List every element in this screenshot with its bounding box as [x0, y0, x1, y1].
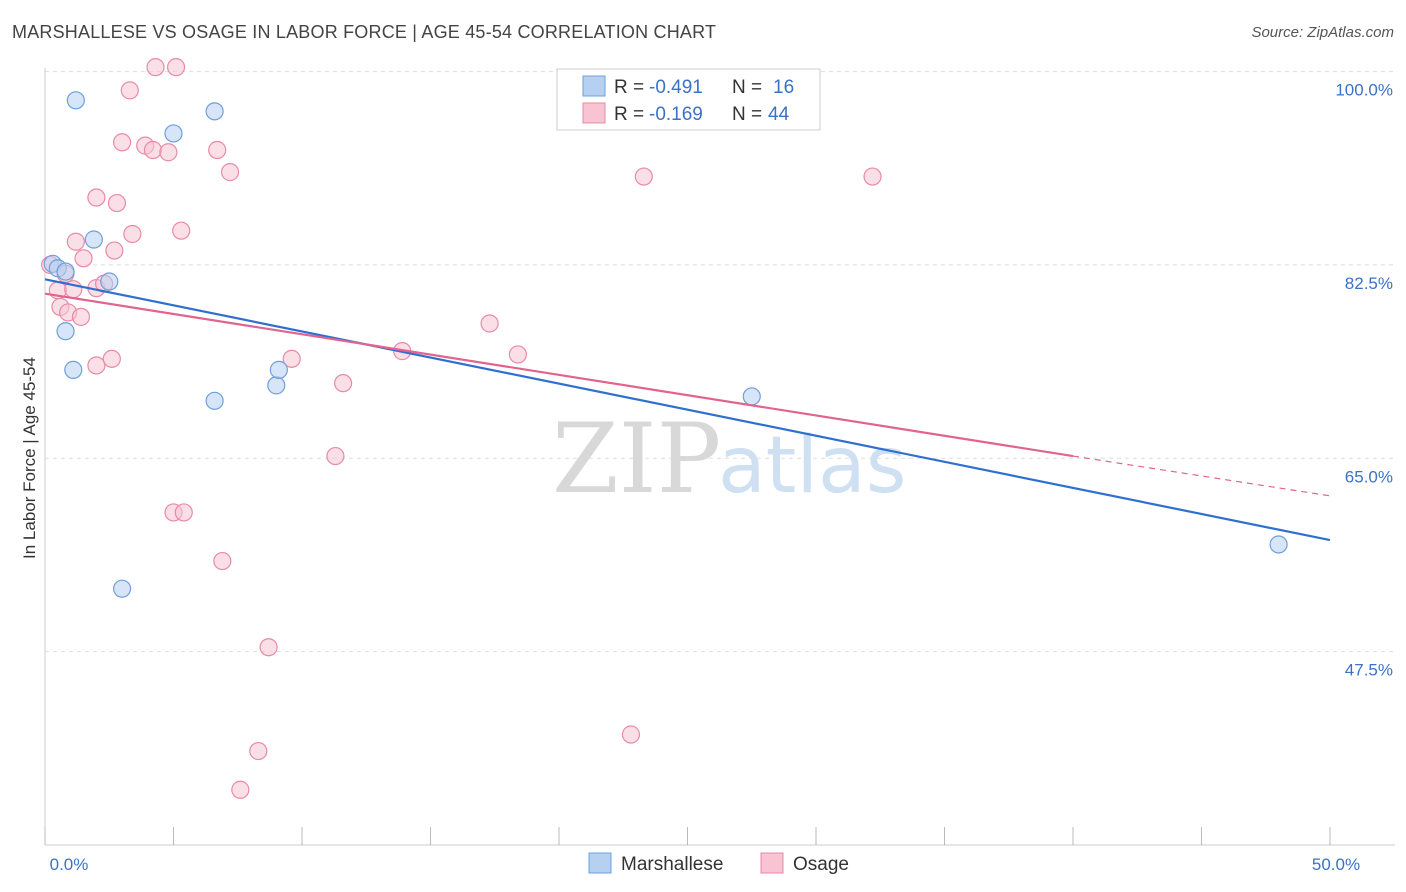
- point-osage-7: [71, 307, 91, 326]
- trend-line-osage: [44, 292, 1074, 458]
- x-tick-label-0: 0.0%: [50, 855, 89, 874]
- point-osage-28: [213, 551, 232, 571]
- point-marshallese-9: [164, 124, 183, 143]
- point-osage-20: [143, 140, 163, 160]
- chart-title: MARSHALLESE VS OSAGE IN LABOR FORCE | AG…: [12, 22, 717, 42]
- point-marshallese-2: [56, 262, 75, 281]
- bottom-legend-swatch-osage: [760, 852, 784, 874]
- axes: 100.0% 82.5% 65.0% 47.5% 0.0% 50.0%: [44, 68, 1395, 874]
- stats-legend: R = -0.491 N = 16 R = -0.169 N = 44: [556, 68, 821, 131]
- legend-r-label-marshallese: R =: [614, 77, 644, 98]
- legend-r-label-osage: R =: [614, 104, 644, 125]
- legend-n-label-marshallese: N =: [732, 77, 762, 98]
- point-marshallese-10: [205, 102, 224, 121]
- point-osage-14: [105, 241, 124, 260]
- bottom-legend-swatch-marshallese: [588, 852, 612, 874]
- legend-n-value-marshallese: 16: [773, 77, 794, 98]
- point-osage-13: [102, 349, 121, 368]
- point-osage-34: [326, 446, 345, 466]
- trend-lines: [44, 278, 1331, 542]
- point-marshallese-12: [267, 376, 286, 395]
- y-axis-label: In Labor Force | Age 45-54: [20, 357, 39, 559]
- point-osage-32: [231, 780, 250, 799]
- point-osage-24: [166, 58, 186, 77]
- bottom-legend-label-osage: Osage: [793, 854, 849, 875]
- point-osage-31: [249, 741, 268, 761]
- point-osage-25: [172, 221, 191, 240]
- point-osage-40: [634, 167, 653, 186]
- point-marshallese-6: [84, 230, 103, 249]
- points: [41, 58, 1288, 799]
- grid: [45, 71, 1395, 653]
- point-marshallese-14: [742, 387, 761, 406]
- watermark-zip: ZIP: [552, 403, 721, 515]
- point-osage-29: [220, 163, 240, 182]
- point-osage-18: [123, 224, 142, 244]
- point-marshallese-13: [269, 360, 288, 379]
- legend-n-value-osage: 44: [768, 104, 790, 125]
- point-osage-35: [334, 374, 353, 393]
- point-osage-22: [159, 143, 178, 162]
- point-osage-26: [174, 503, 193, 522]
- y-tick-label-1: 82.5%: [1345, 274, 1393, 293]
- point-osage-41: [863, 167, 882, 186]
- point-osage-37: [480, 314, 499, 333]
- point-marshallese-11: [205, 391, 224, 410]
- y-tick-label-3: 47.5%: [1345, 661, 1393, 680]
- point-osage-10: [87, 356, 106, 375]
- point-osage-6: [66, 232, 85, 251]
- point-marshallese-8: [112, 579, 132, 598]
- point-osage-15: [107, 193, 127, 213]
- point-marshallese-5: [64, 360, 83, 379]
- point-osage-16: [112, 133, 132, 152]
- point-osage-27: [208, 140, 227, 160]
- point-osage-39: [621, 725, 641, 744]
- source-label: Source: ZipAtlas.com: [1251, 24, 1394, 41]
- legend-r-value-marshallese: -0.491: [649, 77, 703, 98]
- point-osage-33: [282, 349, 301, 368]
- point-osage-21: [146, 58, 165, 77]
- legend-swatch-osage: [582, 102, 606, 124]
- x-tick-label-1: 50.0%: [1312, 855, 1360, 874]
- y-tick-label-0: 100.0%: [1335, 81, 1393, 100]
- point-marshallese-4: [56, 322, 75, 341]
- legend-swatch-marshallese: [582, 75, 606, 97]
- point-marshallese-15: [1269, 535, 1288, 554]
- bottom-legend-label-marshallese: Marshallese: [621, 854, 723, 875]
- point-marshallese-7: [100, 272, 119, 291]
- point-osage-30: [259, 638, 278, 657]
- point-osage-38: [508, 345, 527, 364]
- trend-line-marshallese: [44, 278, 1331, 542]
- series-legend: Marshallese Osage: [588, 852, 849, 875]
- point-osage-8: [74, 249, 93, 268]
- legend-r-value-osage: -0.169: [649, 104, 703, 125]
- legend-n-label-osage: N =: [732, 104, 762, 125]
- point-marshallese-3: [66, 91, 85, 110]
- point-osage-11: [87, 188, 106, 207]
- trend-line-dashed-osage: [1072, 455, 1331, 497]
- y-tick-label-2: 65.0%: [1345, 467, 1393, 486]
- point-osage-17: [120, 81, 139, 100]
